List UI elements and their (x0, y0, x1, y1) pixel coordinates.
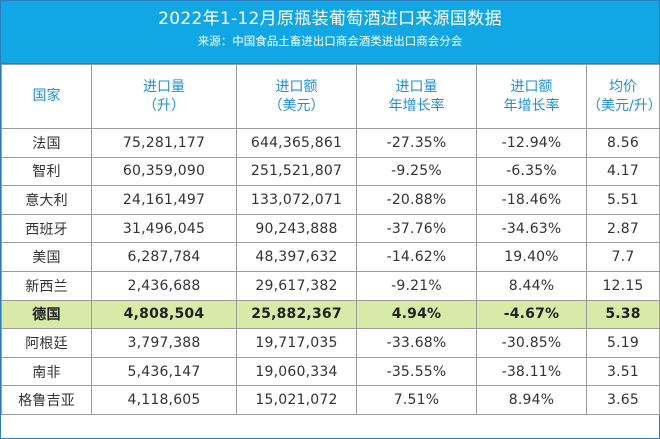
column-header-value: 进口额 （美元） (236, 64, 357, 129)
table-row: 法国 75,281,177 644,365,861 -27.35% -12.94… (1, 128, 660, 158)
cell-volume: 5,436,147 (91, 356, 237, 387)
cell-country: 南非 (1, 356, 92, 387)
cell-value: 15,021,072 (236, 385, 357, 415)
cell-value-growth: -18.46% (476, 185, 587, 215)
cell-volume-growth: -9.21% (356, 270, 477, 301)
table-title: 2022年1-12月原瓶装葡萄酒进口来源国数据 (158, 9, 502, 29)
cell-volume: 75,281,177 (91, 128, 237, 158)
table-row: 南非 5,436,147 19,060,334 -35.55% -38.11% … (1, 356, 660, 387)
cell-value: 133,072,071 (236, 185, 357, 215)
cell-country: 新西兰 (1, 270, 92, 301)
cell-country: 西班牙 (1, 213, 92, 244)
cell-volume: 3,797,388 (91, 328, 237, 358)
table-row: 新西兰 2,436,688 29,617,382 -9.21% 8.44% 12… (1, 270, 660, 301)
cell-volume-growth: -35.55% (356, 356, 477, 387)
cell-country: 德国 (1, 299, 92, 330)
cell-avg-price: 7.7 (586, 242, 660, 272)
table-header-banner: 2022年1-12月原瓶装葡萄酒进口来源国数据 来源：中国食品土畜进出口商会酒类… (1, 1, 659, 64)
cell-volume: 6,287,784 (91, 242, 237, 272)
cell-volume-growth: 4.94% (356, 299, 477, 330)
cell-value-growth: 8.44% (476, 270, 587, 301)
cell-value-growth: -30.85% (476, 328, 587, 358)
cell-value-growth: -12.94% (476, 128, 587, 158)
cell-value: 90,243,888 (236, 213, 357, 244)
column-header-country: 国家 (1, 64, 92, 129)
cell-volume: 4,808,504 (91, 299, 237, 330)
column-header-line1: 进口量 (395, 78, 438, 95)
cell-volume-growth: -37.76% (356, 213, 477, 244)
column-header-volume-growth: 进口量 年增长率 (356, 64, 477, 129)
column-header-line1: 均价 (609, 78, 637, 95)
cell-country: 智利 (1, 156, 92, 187)
import-data-table: 国家 进口量 （升） 进口额 （美元） 进口量 年增长率 进口额 年增长率 (1, 64, 660, 415)
cell-value-growth: 19.40% (476, 242, 587, 272)
table-row: 阿根廷 3,797,388 19,717,035 -33.68% -30.85%… (1, 328, 660, 358)
table-row: 智利 60,359,090 251,521,807 -9.25% -6.35% … (1, 156, 660, 187)
cell-avg-price: 2.87 (586, 213, 660, 244)
table-row-highlighted: 德国 4,808,504 25,882,367 4.94% -4.67% 5.3… (1, 299, 660, 330)
cell-country: 意大利 (1, 185, 92, 215)
cell-avg-price: 5.38 (586, 299, 660, 330)
column-header-line2: 年增长率 (503, 97, 560, 114)
cell-avg-price: 3.51 (586, 356, 660, 387)
cell-country: 格鲁吉亚 (1, 385, 92, 415)
column-header-line2: 年增长率 (388, 97, 445, 114)
column-header-avg-price: 均价 （美元/升） (586, 64, 660, 129)
cell-country: 法国 (1, 128, 92, 158)
cell-volume-growth: -33.68% (356, 328, 477, 358)
cell-volume-growth: -9.25% (356, 156, 477, 187)
column-header-line1: 进口额 (510, 78, 553, 95)
cell-avg-price: 5.51 (586, 185, 660, 215)
cell-country: 美国 (1, 242, 92, 272)
cell-volume: 24,161,497 (91, 185, 237, 215)
cell-volume-growth: 7.51% (356, 385, 477, 415)
cell-value: 48,397,632 (236, 242, 357, 272)
cell-value: 644,365,861 (236, 128, 357, 158)
cell-country: 阿根廷 (1, 328, 92, 358)
cell-value: 19,060,334 (236, 356, 357, 387)
cell-value: 25,882,367 (236, 299, 357, 330)
column-header-line1: 进口额 (275, 78, 318, 95)
cell-value-growth: -4.67% (476, 299, 587, 330)
cell-value-growth: -6.35% (476, 156, 587, 187)
column-header-line2: （美元/升） (587, 97, 660, 114)
table-source: 来源：中国食品土畜进出口商会酒类进出口商会分会 (197, 34, 463, 48)
cell-value: 251,521,807 (236, 156, 357, 187)
cell-value-growth: -34.63% (476, 213, 587, 244)
column-header-volume: 进口量 （升） (91, 64, 237, 129)
cell-value: 29,617,382 (236, 270, 357, 301)
cell-volume: 2,436,688 (91, 270, 237, 301)
cell-volume: 4,118,605 (91, 385, 237, 415)
table-row: 美国 6,287,784 48,397,632 -14.62% 19.40% 7… (1, 242, 660, 272)
cell-volume-growth: -27.35% (356, 128, 477, 158)
cell-value-growth: -38.11% (476, 356, 587, 387)
cell-avg-price: 8.56 (586, 128, 660, 158)
cell-avg-price: 3.65 (586, 385, 660, 415)
table-row: 格鲁吉亚 4,118,605 15,021,072 7.51% 8.94% 3.… (1, 385, 660, 415)
cell-volume-growth: -20.88% (356, 185, 477, 215)
cell-avg-price: 5.19 (586, 328, 660, 358)
column-header-value-growth: 进口额 年增长率 (476, 64, 587, 129)
cell-avg-price: 4.17 (586, 156, 660, 187)
cell-value-growth: 8.94% (476, 385, 587, 415)
cell-volume-growth: -14.62% (356, 242, 477, 272)
cell-value: 19,717,035 (236, 328, 357, 358)
cell-volume: 31,496,045 (91, 213, 237, 244)
cell-avg-price: 12.15 (586, 270, 660, 301)
cell-volume: 60,359,090 (91, 156, 237, 187)
column-header-line2: （升） (143, 97, 185, 114)
table-row: 意大利 24,161,497 133,072,071 -20.88% -18.4… (1, 185, 660, 215)
column-header-line1: 国家 (32, 88, 61, 104)
column-header-line2: （美元） (268, 97, 325, 114)
table-row: 西班牙 31,496,045 90,243,888 -37.76% -34.63… (1, 213, 660, 244)
column-header-line1: 进口量 (143, 78, 185, 95)
column-header-row: 国家 进口量 （升） 进口额 （美元） 进口量 年增长率 进口额 年增长率 (1, 64, 660, 129)
